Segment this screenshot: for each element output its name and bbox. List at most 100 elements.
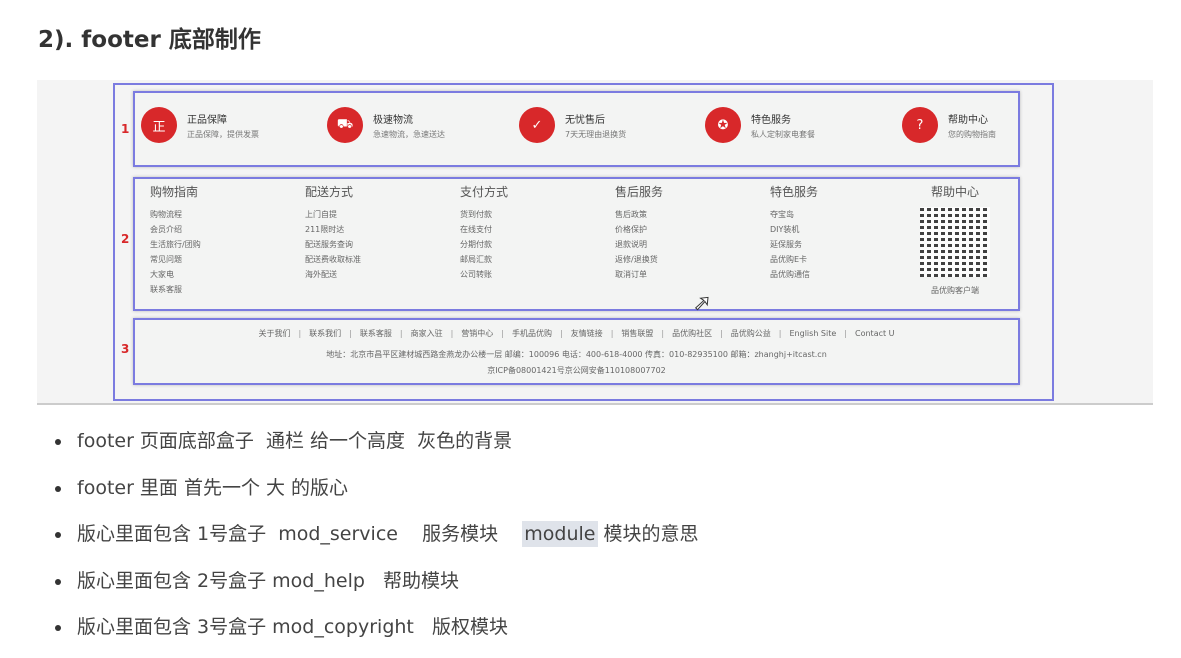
bullet-text: footer 页面底部盒子 通栏 给一个高度 灰色的背景 xyxy=(77,430,513,452)
help-link[interactable]: 品优购通信 xyxy=(770,270,810,279)
help-link[interactable]: 常见问题 xyxy=(150,255,182,264)
link-separator: | xyxy=(720,329,723,338)
service-item[interactable]: ✓ 无忧售后 7天无理由退换货 xyxy=(519,107,626,143)
bullet-item: 版心里面包含 2号盒子 mod_help 帮助模块 xyxy=(55,565,699,612)
service-item[interactable]: ✪ 特色服务私人定制家电套餐 xyxy=(705,107,815,143)
mod-help: 购物指南购物流程会员介绍生活旅行/团购 常见问题大家电联系客服 配送方式上门自提 21… xyxy=(133,177,1020,311)
link-separator: | xyxy=(349,329,352,338)
link-separator: | xyxy=(559,329,563,338)
service-item[interactable]: ? 帮助中心 您的购物指南 xyxy=(902,107,996,143)
service-text: 正品保障 正品保障，提供发票 xyxy=(187,111,259,140)
footer-link[interactable]: English Site xyxy=(789,329,837,338)
bullet-item: footer 页面底部盒子 通栏 给一个高度 灰色的背景 xyxy=(55,425,699,472)
help-column: 帮助中心品优购客户端 xyxy=(915,183,995,298)
service-title: 帮助中心 xyxy=(948,114,988,126)
mouse-cursor-icon: ➚ xyxy=(692,291,712,317)
service-title: 正品保障 xyxy=(187,114,227,126)
help-link[interactable]: 售后政策 xyxy=(615,210,647,219)
help-link[interactable]: 211限时达 xyxy=(305,225,345,234)
mod-copyright: 关于我们 | 联系我们 | 联系客服 | 商家入驻 | 营销中心 | 手机品优购 | 友情链接 | 销售联盟… xyxy=(133,318,1020,385)
mod-service: 正正品保障 正品保障，提供发票 ⛟ 极速物流急速物流，急速送达 ✓ 无忧售后 7天无理由退换… xyxy=(133,91,1020,167)
bullet-text: footer 里面 首先一个 大 的版心 xyxy=(77,476,349,499)
help-link[interactable]: 公司转账 xyxy=(460,270,492,279)
help-link[interactable]: 邮局汇款 xyxy=(460,255,492,264)
help-link[interactable]: 会员介绍 xyxy=(150,225,182,234)
footer-link[interactable]: Contact U xyxy=(855,329,895,338)
service-text: 特色服务私人定制家电套餐 xyxy=(751,111,815,140)
help-link[interactable]: 延保服务 xyxy=(770,240,802,249)
help-column: 售后服务售后政策价格保护退款说明返修/退换货 取消订单 xyxy=(615,183,663,282)
link-separator: | xyxy=(661,329,665,338)
help-column-title: 售后服务 xyxy=(615,185,664,199)
address-text: 地址：北京市昌平区建材城西路金燕龙办公楼一层 邮编：100096 电话：400-… xyxy=(326,350,827,359)
service-icon: ✪ xyxy=(705,107,741,143)
service-subtitle: 急速物流，急速送达 xyxy=(373,129,445,139)
help-column-title: 配送方式 xyxy=(305,185,354,199)
help-column: 支付方式货到付款在线支付分期付款邮局汇款公司转账 xyxy=(460,183,508,282)
help-link[interactable]: 退款说明 xyxy=(615,240,647,249)
help-column: 配送方式上门自提 211限时达 配送服务查询 配送费收取标准 海外配送 xyxy=(305,183,361,282)
link-separator: | xyxy=(450,329,454,338)
qr-code-icon xyxy=(920,207,990,277)
service-title: 特色服务 xyxy=(751,114,791,126)
bullet-text: 模块的意思 xyxy=(597,523,699,545)
help-link[interactable]: 购物流程 xyxy=(150,210,182,219)
help-column-title: 特色服务 xyxy=(770,185,819,199)
service-item[interactable]: 正正品保障 正品保障，提供发票 xyxy=(141,107,259,143)
service-icon: ⛟ xyxy=(327,107,363,143)
help-link[interactable]: 生活旅行/团购 xyxy=(150,240,201,249)
footer-link[interactable]: 品优购公益 xyxy=(730,329,771,338)
footer-link[interactable]: 友情链接 xyxy=(570,329,603,338)
footer-link[interactable]: 营销中心 xyxy=(461,329,494,338)
help-link[interactable]: 分期付款 xyxy=(460,240,492,249)
help-link[interactable]: 夺宝岛 xyxy=(770,210,794,219)
service-item[interactable]: ⛟ 极速物流急速物流，急速送达 xyxy=(327,107,445,143)
footer-link[interactable]: 品优购社区 xyxy=(672,329,713,338)
service-subtitle: 私人定制家电套餐 xyxy=(751,129,815,139)
link-separator: | xyxy=(778,329,782,338)
help-link[interactable]: 价格保护 xyxy=(615,225,647,234)
footer-screenshot: 1 2 3 正正品保障 正品保障，提供发票 ⛟ 极速物流 急速物流，急速送达 ✓ 无忧售后 7… xyxy=(37,80,1153,405)
footer-link[interactable]: 手机品优购 xyxy=(511,329,552,338)
service-icon: ? xyxy=(902,107,938,143)
help-link[interactable]: 海外配送 xyxy=(305,270,337,279)
bullet-item: 版心里面包含 3号盒子 mod_copyright 版权模块 xyxy=(55,611,699,658)
help-link[interactable]: 配送费收取标准 xyxy=(305,255,361,264)
service-text: 无忧售后 7天无理由退换货 xyxy=(565,111,626,140)
help-link[interactable]: 大家电 xyxy=(150,270,174,279)
footer-link[interactable]: 联系我们 xyxy=(309,329,342,338)
help-column-title: 购物指南 xyxy=(150,185,199,199)
link-separator: | xyxy=(501,329,504,338)
help-link[interactable]: 联系客服 xyxy=(150,285,182,294)
help-link[interactable]: 取消订单 xyxy=(615,270,647,279)
help-link[interactable]: 上门自提 xyxy=(305,210,337,219)
service-icon: 正 xyxy=(141,107,177,143)
box-number-3: 3 xyxy=(121,342,130,356)
help-column: 购物指南购物流程会员介绍生活旅行/团购 常见问题大家电联系客服 xyxy=(150,183,201,297)
bullet-item: 版心里面包含 1号盒子 mod_service 服务模块 module 模块的意… xyxy=(55,518,699,565)
help-link[interactable]: 货到付款 xyxy=(460,210,492,219)
service-icon: ✓ xyxy=(519,107,555,143)
bullet-item: footer 里面 首先一个 大 的版心 xyxy=(55,472,699,519)
help-link[interactable]: 配送服务查询 xyxy=(305,240,353,249)
footer-link[interactable]: 销售联盟 xyxy=(621,329,654,338)
footer-link[interactable]: 联系客服 xyxy=(359,329,392,338)
link-separator: | xyxy=(844,329,847,338)
help-link[interactable]: 品优购客户端 xyxy=(931,286,979,295)
help-link[interactable]: 在线支付 xyxy=(460,225,492,234)
help-column-title: 帮助中心 xyxy=(930,185,979,199)
bullet-text: 版心里面包含 1号盒子 mod_service 服务模块 xyxy=(77,523,523,545)
link-separator: | xyxy=(610,329,614,338)
service-title: 极速物流 xyxy=(373,114,413,126)
service-subtitle: 7天无理由退换货 xyxy=(565,129,627,139)
highlighted-term: module xyxy=(522,521,598,547)
help-link[interactable]: 品优购E卡 xyxy=(770,255,808,264)
bullet-text: 版心里面包含 3号盒子 mod_copyright 版权模块 xyxy=(77,616,508,638)
footer-link[interactable]: 商家入驻 xyxy=(410,329,443,338)
help-link[interactable]: DIY装机 xyxy=(770,225,800,234)
help-column-title: 支付方式 xyxy=(460,185,509,199)
help-column: 特色服务夺宝岛 DIY装机延保服务品优购E卡品优购通信 xyxy=(770,183,818,282)
help-link[interactable]: 返修/退换货 xyxy=(615,255,658,264)
container-outline xyxy=(113,83,1054,401)
footer-link[interactable]: 关于我们 xyxy=(258,329,291,338)
